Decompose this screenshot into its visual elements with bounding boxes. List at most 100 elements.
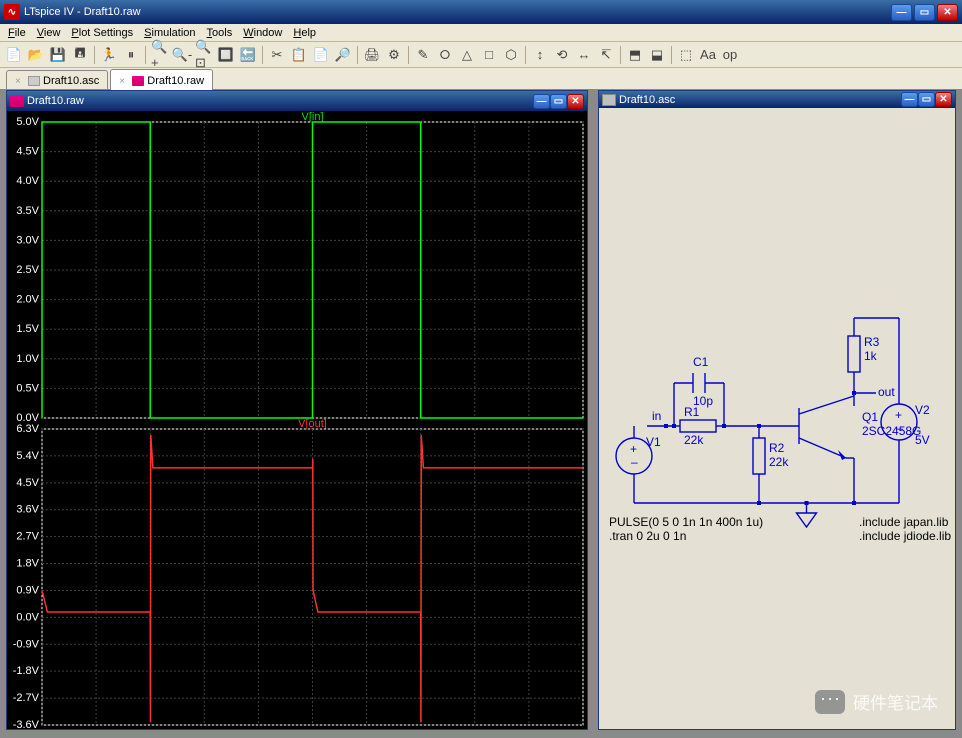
toolbar-button-17[interactable]: 🔎 [333, 45, 353, 65]
svg-text:-0.9V: -0.9V [13, 638, 40, 650]
waveform-window: Draft10.raw — ▭ ✕ V[in]0.0V0.5V1.0V1.5V2… [6, 90, 588, 730]
svg-text:0.0µs: 0.0µs [28, 728, 56, 729]
svg-text:5V: 5V [915, 433, 930, 447]
schematic-canvas[interactable]: R31koutQ12SC2458GR122kC110pin+–V1R222k+–… [599, 108, 955, 729]
svg-text:Q1: Q1 [862, 410, 878, 424]
svg-text:R2: R2 [769, 441, 785, 455]
toolbar-button-37[interactable]: Aa [698, 45, 718, 65]
child-minimize-button[interactable]: — [533, 94, 550, 109]
toolbar-button-23[interactable]: ⭘ [435, 45, 455, 65]
svg-text:2.5V: 2.5V [16, 264, 39, 276]
svg-text:3.6V: 3.6V [16, 504, 39, 516]
close-button[interactable]: ✕ [937, 4, 958, 21]
toolbar-button-25[interactable]: □ [479, 45, 499, 65]
svg-text:3.0V: 3.0V [16, 234, 39, 246]
svg-text:C1: C1 [693, 355, 709, 369]
svg-text:1.4µs: 1.4µs [407, 728, 435, 729]
tab-close-icon[interactable]: × [119, 76, 129, 86]
svg-text:PULSE(0 5 0 1n 1n 400n 1u): PULSE(0 5 0 1n 1n 400n 1u) [609, 515, 763, 529]
toolbar-button-5[interactable]: 🏃 [99, 45, 119, 65]
tab-label: Draft10.asc [43, 75, 99, 87]
toolbar-separator [357, 46, 358, 64]
file-tab-Draft10-asc[interactable]: × Draft10.asc [6, 70, 108, 89]
tab-icon [28, 76, 40, 86]
toolbar-button-31[interactable]: ↸ [596, 45, 616, 65]
svg-text:10p: 10p [693, 394, 713, 408]
svg-text:0.5V: 0.5V [16, 382, 39, 394]
maximize-button[interactable]: ▭ [914, 4, 935, 21]
svg-text:4.5V: 4.5V [16, 477, 39, 489]
toolbar-button-22[interactable]: ✎ [413, 45, 433, 65]
child-maximize-button[interactable]: ▭ [918, 92, 935, 107]
svg-text:22k: 22k [769, 455, 789, 469]
svg-text:1.8V: 1.8V [16, 558, 39, 570]
toolbar-button-10[interactable]: 🔍⊡ [194, 45, 214, 65]
menu-file[interactable]: File [4, 26, 30, 40]
svg-text:6.3V: 6.3V [16, 423, 39, 435]
svg-text:1.5V: 1.5V [16, 323, 39, 335]
svg-text:0.8µs: 0.8µs [245, 728, 273, 729]
toolbar-button-30[interactable]: ↔ [574, 45, 594, 65]
toolbar-button-6[interactable]: ⏸ [121, 45, 141, 65]
toolbar-button-8[interactable]: 🔍+ [150, 45, 170, 65]
svg-text:–: – [896, 421, 903, 435]
waveform-window-titlebar[interactable]: Draft10.raw — ▭ ✕ [7, 91, 587, 111]
schematic-icon [602, 94, 616, 106]
svg-text:R3: R3 [864, 335, 880, 349]
menu-plot-settings[interactable]: Plot Settings [67, 26, 137, 40]
toolbar-button-20[interactable]: ⚙ [384, 45, 404, 65]
child-close-button[interactable]: ✕ [935, 92, 952, 107]
menu-view[interactable]: View [33, 26, 65, 40]
svg-text:1.0V: 1.0V [16, 353, 39, 365]
menu-window[interactable]: Window [239, 26, 286, 40]
minimize-button[interactable]: — [891, 4, 912, 21]
toolbar-button-38[interactable]: op [720, 45, 740, 65]
toolbar-button-12[interactable]: 🔙 [238, 45, 258, 65]
child-maximize-button[interactable]: ▭ [550, 94, 567, 109]
schematic-window-titlebar[interactable]: Draft10.asc — ▭ ✕ [599, 91, 955, 108]
menu-help[interactable]: Help [289, 26, 320, 40]
toolbar-button-9[interactable]: 🔍- [172, 45, 192, 65]
toolbar-button-36[interactable]: ⬚ [676, 45, 696, 65]
toolbar-button-28[interactable]: ↕ [530, 45, 550, 65]
waveform-canvas[interactable]: V[in]0.0V0.5V1.0V1.5V2.0V2.5V3.0V3.5V4.0… [7, 111, 587, 729]
app-titlebar: ∿ LTspice IV - Draft10.raw — ▭ ✕ [0, 0, 962, 24]
svg-text:+: + [630, 442, 637, 456]
waveform-icon [10, 95, 24, 107]
watermark: 硬件笔记本 [815, 689, 938, 714]
toolbar-separator [145, 46, 146, 64]
toolbar-button-29[interactable]: ⟲ [552, 45, 572, 65]
toolbar-separator [671, 46, 672, 64]
child-minimize-button[interactable]: — [901, 92, 918, 107]
child-close-button[interactable]: ✕ [567, 94, 584, 109]
svg-text:–: – [631, 455, 638, 469]
toolbar-button-3[interactable]: 🖪 [70, 45, 90, 65]
tab-close-icon[interactable]: × [15, 76, 25, 86]
toolbar-button-24[interactable]: △ [457, 45, 477, 65]
toolbar-button-33[interactable]: ⬒ [625, 45, 645, 65]
svg-text:0.0V: 0.0V [16, 611, 39, 623]
svg-text:V1: V1 [646, 435, 661, 449]
svg-text:4.0V: 4.0V [16, 175, 39, 187]
toolbar-button-26[interactable]: ⬡ [501, 45, 521, 65]
wechat-icon [815, 690, 845, 714]
toolbar-button-11[interactable]: 🔲 [216, 45, 236, 65]
svg-text:out: out [878, 385, 895, 399]
toolbar-button-0[interactable]: 📄 [4, 45, 24, 65]
toolbar-button-1[interactable]: 📂 [26, 45, 46, 65]
svg-text:3.5V: 3.5V [16, 205, 39, 217]
svg-text:4.5V: 4.5V [16, 146, 39, 158]
svg-text:0.2µs: 0.2µs [83, 728, 111, 729]
toolbar-button-34[interactable]: ⬓ [647, 45, 667, 65]
app-title: LTspice IV - Draft10.raw [24, 6, 891, 18]
toolbar-button-2[interactable]: 💾 [48, 45, 68, 65]
menu-tools[interactable]: Tools [203, 26, 237, 40]
menu-simulation[interactable]: Simulation [140, 26, 199, 40]
toolbar-button-19[interactable]: 🖨 [362, 45, 382, 65]
toolbar-button-14[interactable]: ✂ [267, 45, 287, 65]
toolbar-button-15[interactable]: 📋 [289, 45, 309, 65]
file-tab-Draft10-raw[interactable]: ×Draft10.raw [110, 69, 213, 90]
toolbar-button-16[interactable]: 📄 [311, 45, 331, 65]
toolbar: 📄📂💾🖪🏃⏸🔍+🔍-🔍⊡🔲🔙✂📋📄🔎🖨⚙✎⭘△□⬡↕⟲↔↸⬒⬓⬚Aaop [0, 42, 962, 68]
svg-text:1.6µs: 1.6µs [461, 728, 489, 729]
